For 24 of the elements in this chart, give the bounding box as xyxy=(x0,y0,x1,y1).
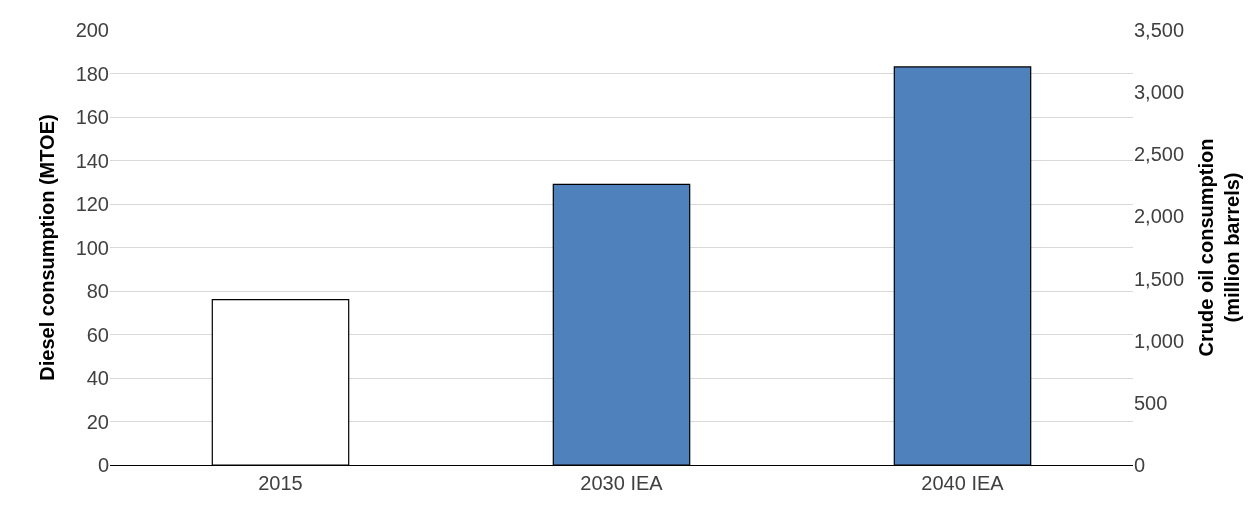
x-tick-label: 2015 xyxy=(258,472,303,494)
y2-tick-label: 500 xyxy=(1134,391,1168,414)
y-tick-label: 200 xyxy=(75,19,109,41)
y2-tick-label: 3,000 xyxy=(1134,81,1185,104)
y-axis-title: Diesel consumption (MTOE) xyxy=(36,114,59,381)
y-tick-label: 20 xyxy=(86,410,109,433)
y-tick-label: 100 xyxy=(75,236,109,259)
x-tick-label: 2040 IEA xyxy=(921,472,1005,494)
y2-axis-title: Crude oil consumption (million barrels) xyxy=(1194,138,1243,357)
y-tick-label: 0 xyxy=(97,454,109,476)
y-tick-label: 140 xyxy=(75,149,109,172)
y2-tick-label: 0 xyxy=(1134,454,1146,476)
y2-tick-label: 2,500 xyxy=(1134,143,1185,166)
y-tick-label: 180 xyxy=(75,62,109,85)
y2-tick-label: 2,000 xyxy=(1134,205,1185,228)
y-tick-label: 120 xyxy=(75,193,109,215)
y-tick-label: 80 xyxy=(86,280,109,302)
y-tick-label: 60 xyxy=(86,323,109,346)
x-tick-label: 2030 IEA xyxy=(580,472,664,494)
y2-tick-label: 1,000 xyxy=(1134,329,1185,352)
y-tick-label: 40 xyxy=(86,367,109,389)
y2-tick-label: 3,500 xyxy=(1134,19,1185,41)
y-tick-label: 160 xyxy=(75,106,109,128)
y2-tick-label: 1,500 xyxy=(1134,267,1185,290)
